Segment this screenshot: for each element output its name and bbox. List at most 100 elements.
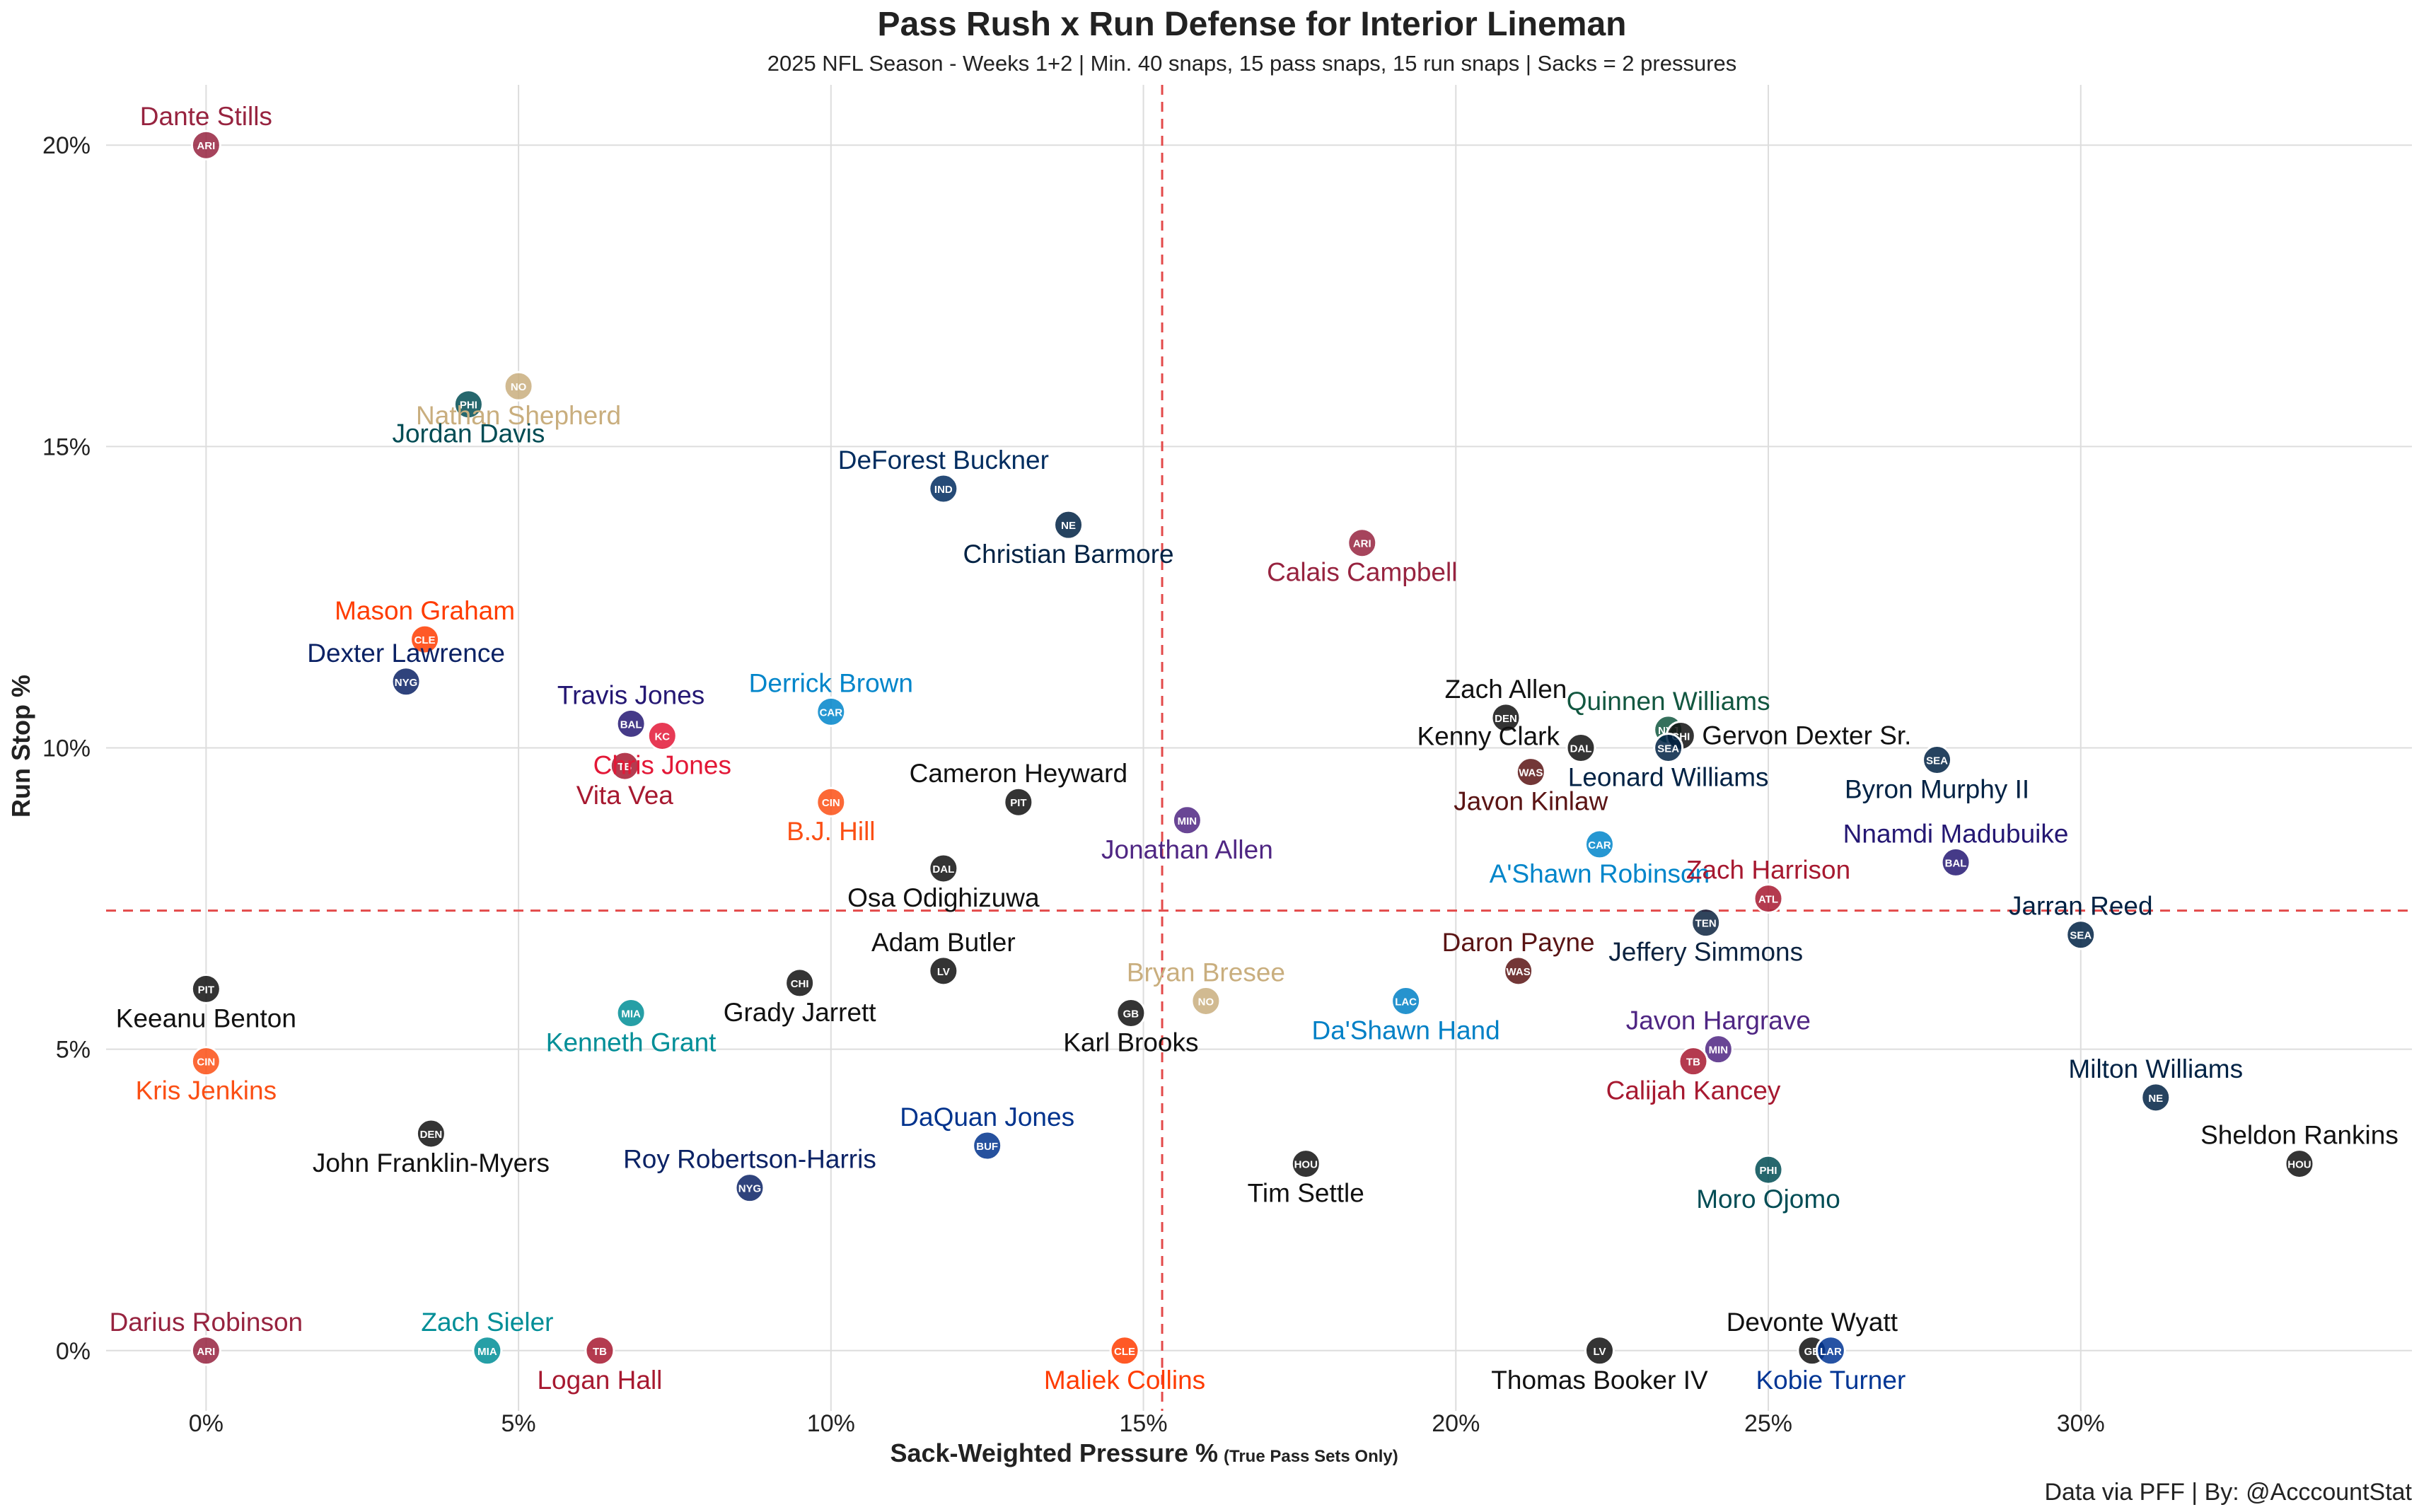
team-abbreviation: ATL: [1758, 894, 1778, 906]
team-logo-marker: WAS: [1503, 955, 1534, 987]
team-logo-marker: MIN: [1171, 805, 1202, 836]
player-label: Sheldon Rankins: [2200, 1121, 2398, 1150]
team-logo-marker: ARI: [1347, 528, 1378, 559]
team-logo-marker: GB: [1115, 998, 1147, 1028]
team-logo-marker: ARI: [190, 129, 221, 161]
team-logo-marker: CIN: [816, 786, 847, 818]
player-label: Christian Barmore: [963, 540, 1173, 569]
team-abbreviation: IND: [934, 484, 953, 496]
team-logo-marker: LV: [928, 955, 959, 987]
y-tick-label: 5%: [56, 1037, 91, 1064]
player-label: A'Shawn Robinson: [1490, 859, 1710, 888]
player-label: Dexter Lawrence: [307, 639, 505, 668]
team-logo-marker: BUF: [972, 1130, 1003, 1161]
team-abbreviation: NE: [1061, 520, 1076, 532]
team-abbreviation: PIT: [198, 984, 214, 996]
team-logo-marker: HOU: [1290, 1148, 1321, 1180]
team-abbreviation: BUF: [976, 1141, 998, 1153]
player-label: Gervon Dexter Sr.: [1702, 721, 1911, 750]
x-tick-label: 10%: [807, 1410, 855, 1437]
team-abbreviation: WAS: [1519, 767, 1543, 779]
player-label: Calijah Kancey: [1606, 1076, 1781, 1105]
player-label: Chris Jones: [593, 750, 731, 779]
team-logo-marker: MIA: [615, 998, 646, 1028]
team-logo-marker: LAC: [1391, 985, 1422, 1016]
team-abbreviation: GB: [1123, 1008, 1139, 1020]
team-logo-marker: IND: [928, 473, 959, 504]
team-logo-marker: LAR: [1815, 1335, 1846, 1366]
player-label: DaQuan Jones: [900, 1103, 1074, 1132]
team-logo-marker: CLE: [1109, 1335, 1140, 1366]
team-logo-marker: KC: [646, 720, 678, 751]
team-logo-marker: LV: [1584, 1335, 1615, 1366]
team-abbreviation: CHI: [791, 978, 809, 990]
x-tick-label: 25%: [1744, 1410, 1792, 1437]
player-label: Nathan Shepherd: [416, 401, 621, 430]
player-label: Jordan Davis: [392, 419, 545, 448]
team-logo-marker: PHI: [1753, 1154, 1784, 1185]
team-abbreviation: BAL: [1945, 857, 1967, 869]
player-label: Jonathan Allen: [1101, 835, 1273, 864]
team-abbreviation: DAL: [932, 863, 954, 876]
team-logo-marker: NO: [503, 371, 534, 402]
team-abbreviation: DEN: [420, 1129, 443, 1141]
player-label: Kris Jenkins: [136, 1076, 277, 1105]
team-abbreviation: DAL: [1570, 743, 1592, 755]
team-logo-marker: PIT: [1003, 786, 1034, 818]
player-label: Dante Stills: [140, 102, 272, 131]
player-label: Da'Shawn Hand: [1311, 1016, 1499, 1045]
player-label: Bryan Bresee: [1127, 958, 1285, 987]
team-abbreviation: TB: [617, 761, 632, 773]
team-logo-marker: DEN: [415, 1118, 446, 1149]
player-label: Quinnen Williams: [1567, 687, 1770, 716]
player-label: Tim Settle: [1248, 1179, 1364, 1208]
player-label: Thomas Booker IV: [1491, 1366, 1708, 1395]
team-logo-marker: MIN: [1702, 1034, 1734, 1065]
player-label: Darius Robinson: [110, 1308, 303, 1337]
player-label: Javon Kinlaw: [1454, 787, 1608, 816]
team-logo-marker: SEA: [1922, 745, 1953, 776]
team-abbreviation: LAC: [1395, 996, 1417, 1008]
team-logo-marker: BAL: [615, 708, 646, 739]
team-logo-marker: CIN: [190, 1046, 221, 1077]
team-logo-marker: BAL: [1940, 847, 1971, 878]
player-label: Kobie Turner: [1756, 1366, 1905, 1395]
team-logo-marker: NE: [2140, 1082, 2171, 1113]
player-label: Byron Murphy II: [1845, 775, 2029, 804]
team-abbreviation: TB: [1686, 1057, 1700, 1069]
player-label: Calais Campbell: [1267, 558, 1457, 587]
team-logo-marker: DAL: [1565, 733, 1596, 763]
player-label: Karl Brooks: [1063, 1028, 1198, 1057]
team-abbreviation: WAS: [1507, 966, 1531, 978]
team-logo-marker: TEN: [1690, 907, 1722, 938]
player-label: Osa Odighizuwa: [847, 883, 1040, 912]
team-abbreviation: CLE: [414, 634, 436, 646]
team-logo-marker: CLE: [410, 624, 441, 655]
y-tick-label: 15%: [42, 434, 91, 460]
team-logo-marker: DEN: [1490, 702, 1521, 733]
player-label: Adam Butler: [871, 928, 1016, 957]
chart-subtitle: 2025 NFL Season - Weeks 1+2 | Min. 40 sn…: [767, 51, 1737, 76]
team-abbreviation: CAR: [820, 706, 843, 719]
y-tick-label: 10%: [42, 735, 91, 762]
x-tick-label: 20%: [1432, 1410, 1480, 1437]
player-label: Jarran Reed: [2009, 892, 2153, 921]
y-tick-label: 20%: [42, 132, 91, 159]
player-label: Jeffery Simmons: [1608, 938, 1803, 967]
team-logo-marker: MIA: [472, 1335, 503, 1366]
player-label: Devonte Wyatt: [1727, 1308, 1898, 1337]
team-abbreviation: CIN: [197, 1057, 215, 1069]
reference-lines: [106, 85, 2412, 1411]
team-abbreviation: MIN: [1178, 815, 1197, 827]
team-abbreviation: DEN: [1495, 713, 1517, 725]
x-tick-label: 0%: [189, 1410, 224, 1437]
team-abbreviation: PIT: [1010, 797, 1026, 809]
team-abbreviation: NYG: [395, 677, 418, 689]
team-logo-marker: TB: [1678, 1046, 1709, 1077]
player-label: John Franklin-Myers: [313, 1148, 550, 1177]
x-axis-title: Sack-Weighted Pressure %: [890, 1438, 1218, 1467]
player-label: Kenny Clark: [1417, 722, 1560, 751]
team-abbreviation: NO: [511, 381, 527, 393]
team-logo-marker: TB: [584, 1335, 615, 1366]
